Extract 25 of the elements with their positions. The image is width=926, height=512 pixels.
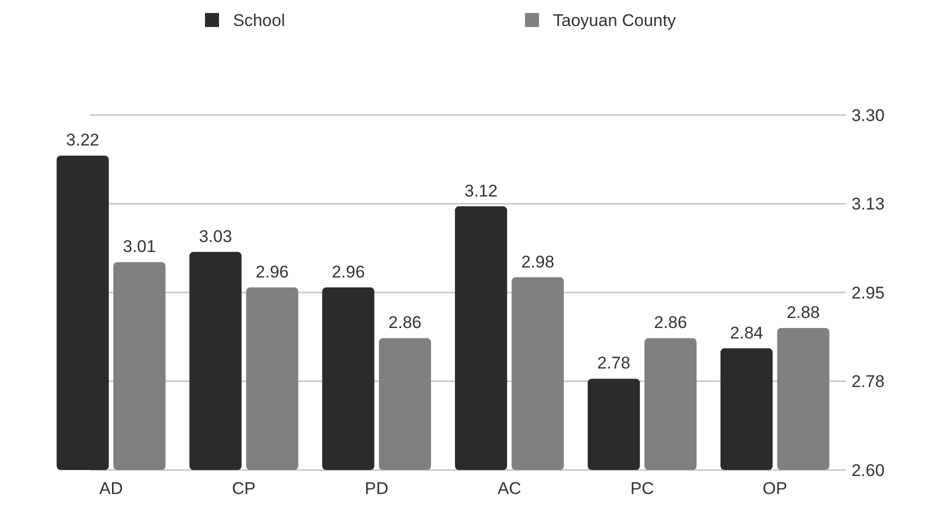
y-tick-label: 3.13	[851, 194, 885, 214]
data-label: 3.03	[198, 226, 232, 246]
data-label: 2.84	[730, 323, 764, 342]
x-tick-label: PC	[630, 479, 654, 498]
data-label: 2.96	[332, 262, 365, 282]
y-tick-label: 3.30	[851, 106, 885, 125]
data-label: 2.88	[786, 303, 820, 322]
x-tick-label: OP	[762, 479, 788, 498]
y-tick-label: 2.78	[851, 372, 885, 392]
data-label: 3.12	[464, 181, 498, 200]
data-label: 3.22	[66, 130, 100, 150]
data-label: 2.98	[521, 252, 554, 272]
data-label: 2.78	[597, 354, 630, 373]
y-tick-label: 2.95	[851, 283, 885, 302]
x-tick-label: PD	[364, 479, 388, 498]
y-tick-label: 2.60	[851, 460, 885, 480]
data-label: 2.96	[256, 262, 289, 282]
data-label: 2.86	[654, 313, 688, 332]
data-label: 2.86	[388, 313, 422, 332]
legend-label: Taoyuan County	[553, 10, 676, 30]
legend-label: School	[233, 10, 285, 30]
x-tick-label: CP	[232, 479, 256, 498]
data-label: 3.01	[122, 237, 156, 256]
x-tick-label: AD	[99, 479, 123, 498]
x-tick-label: AC	[498, 479, 522, 498]
